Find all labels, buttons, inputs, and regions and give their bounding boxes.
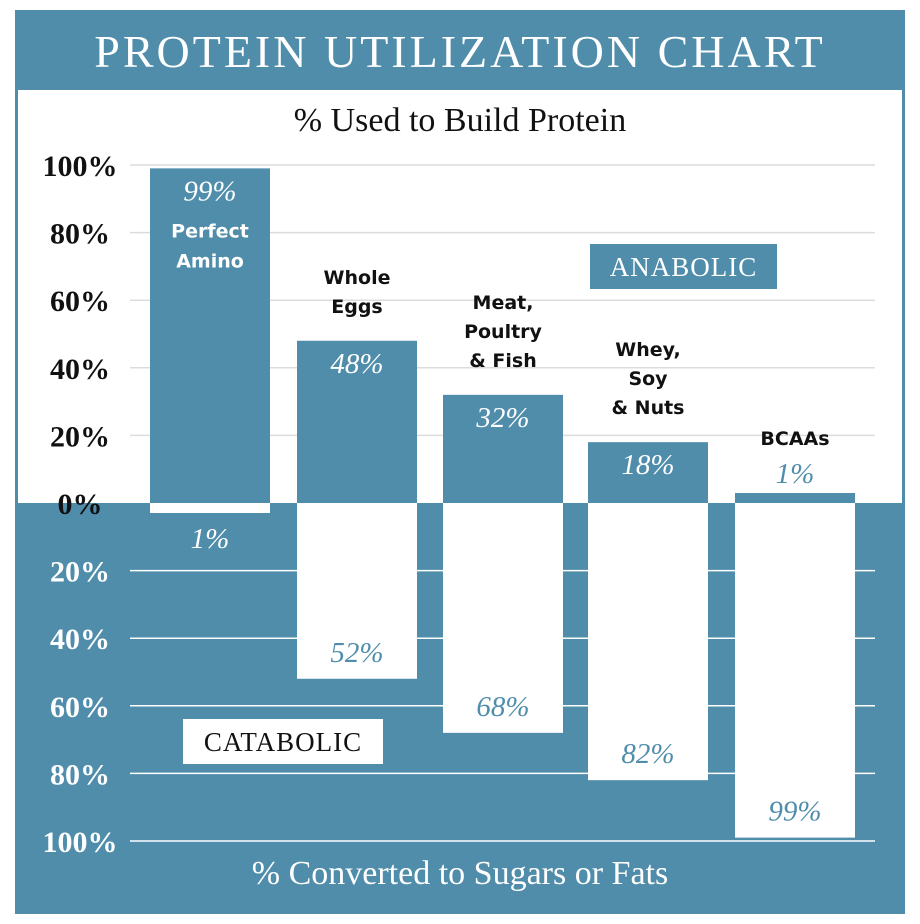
bar-anabolic xyxy=(297,340,417,503)
value-label-catabolic: 68% xyxy=(476,691,529,723)
chart-title: PROTEIN UTILIZATION CHART xyxy=(94,26,826,77)
y-tick-label: 100% xyxy=(43,150,118,183)
value-label-catabolic: 99% xyxy=(768,796,821,828)
bar-anabolic xyxy=(443,394,563,503)
category-label: Whole xyxy=(324,267,391,289)
category-label: Poultry xyxy=(464,321,542,343)
value-label-catabolic: 52% xyxy=(330,637,383,669)
bar-catabolic xyxy=(735,503,855,838)
bar-anabolic xyxy=(588,442,708,503)
value-label-anabolic: 18% xyxy=(621,449,674,481)
value-label-catabolic: 1% xyxy=(191,523,230,555)
bottom-axis-label: % Converted to Sugars or Fats xyxy=(251,855,669,892)
category-label: & Nuts xyxy=(611,397,684,419)
value-label-anabolic: 32% xyxy=(475,402,529,434)
value-label-anabolic: 99% xyxy=(183,175,236,207)
bar-anabolic xyxy=(150,168,270,503)
y-tick-label: 20% xyxy=(50,556,110,589)
legend-anabolic: ANABOLIC xyxy=(590,244,777,289)
category-label: Whey, xyxy=(615,339,681,361)
category-label: Meat, xyxy=(473,292,534,314)
top-axis-label: % Used to Build Protein xyxy=(293,102,627,139)
bar-catabolic xyxy=(443,503,563,733)
bar-catabolic xyxy=(297,503,417,679)
y-tick-label: 80% xyxy=(50,218,110,251)
y-tick-label: 60% xyxy=(50,285,110,318)
y-tick-label: 60% xyxy=(50,691,110,724)
bar-anabolic xyxy=(735,493,855,503)
y-tick-label: 40% xyxy=(50,623,110,656)
bar-catabolic xyxy=(588,503,708,781)
y-tick-label: 0% xyxy=(58,488,103,521)
value-label-catabolic: 82% xyxy=(621,738,674,770)
value-label-anabolic: 48% xyxy=(330,348,383,380)
category-label: Amino xyxy=(176,250,244,272)
category-label: Perfect xyxy=(171,220,249,242)
category-label: & Fish xyxy=(469,350,537,372)
category-label: Soy xyxy=(628,368,668,390)
y-tick-label: 80% xyxy=(50,758,110,791)
category-label: Eggs xyxy=(331,296,383,318)
value-label-anabolic: 1% xyxy=(776,458,815,490)
y-tick-label: 40% xyxy=(50,353,110,386)
category-label: BCAAs xyxy=(760,428,829,450)
bar-catabolic xyxy=(150,503,270,513)
y-tick-label: 20% xyxy=(50,420,110,453)
legend-catabolic: CATABOLIC xyxy=(183,719,383,764)
y-tick-label: 100% xyxy=(43,826,118,859)
